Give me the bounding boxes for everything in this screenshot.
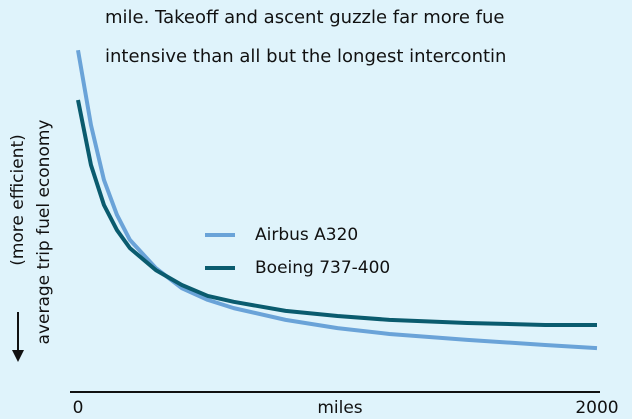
series-line xyxy=(76,99,597,327)
y-axis-label: (more efficient) xyxy=(8,134,28,266)
legend-label: Boeing 737-400 xyxy=(255,258,390,278)
x-tick-label: 0 xyxy=(73,398,84,418)
x-axis-label: miles xyxy=(317,398,362,418)
y-axis-label: average trip fuel economy xyxy=(34,120,54,345)
legend-label: Airbus A320 xyxy=(255,225,358,245)
annotation: mile. Takeoff and ascent guzzle far more… xyxy=(105,7,504,28)
x-tick-label: 2000 xyxy=(575,398,618,418)
series-line xyxy=(76,49,598,351)
arrow-head xyxy=(12,350,24,362)
annotation: intensive than all but the longest inter… xyxy=(105,46,506,67)
